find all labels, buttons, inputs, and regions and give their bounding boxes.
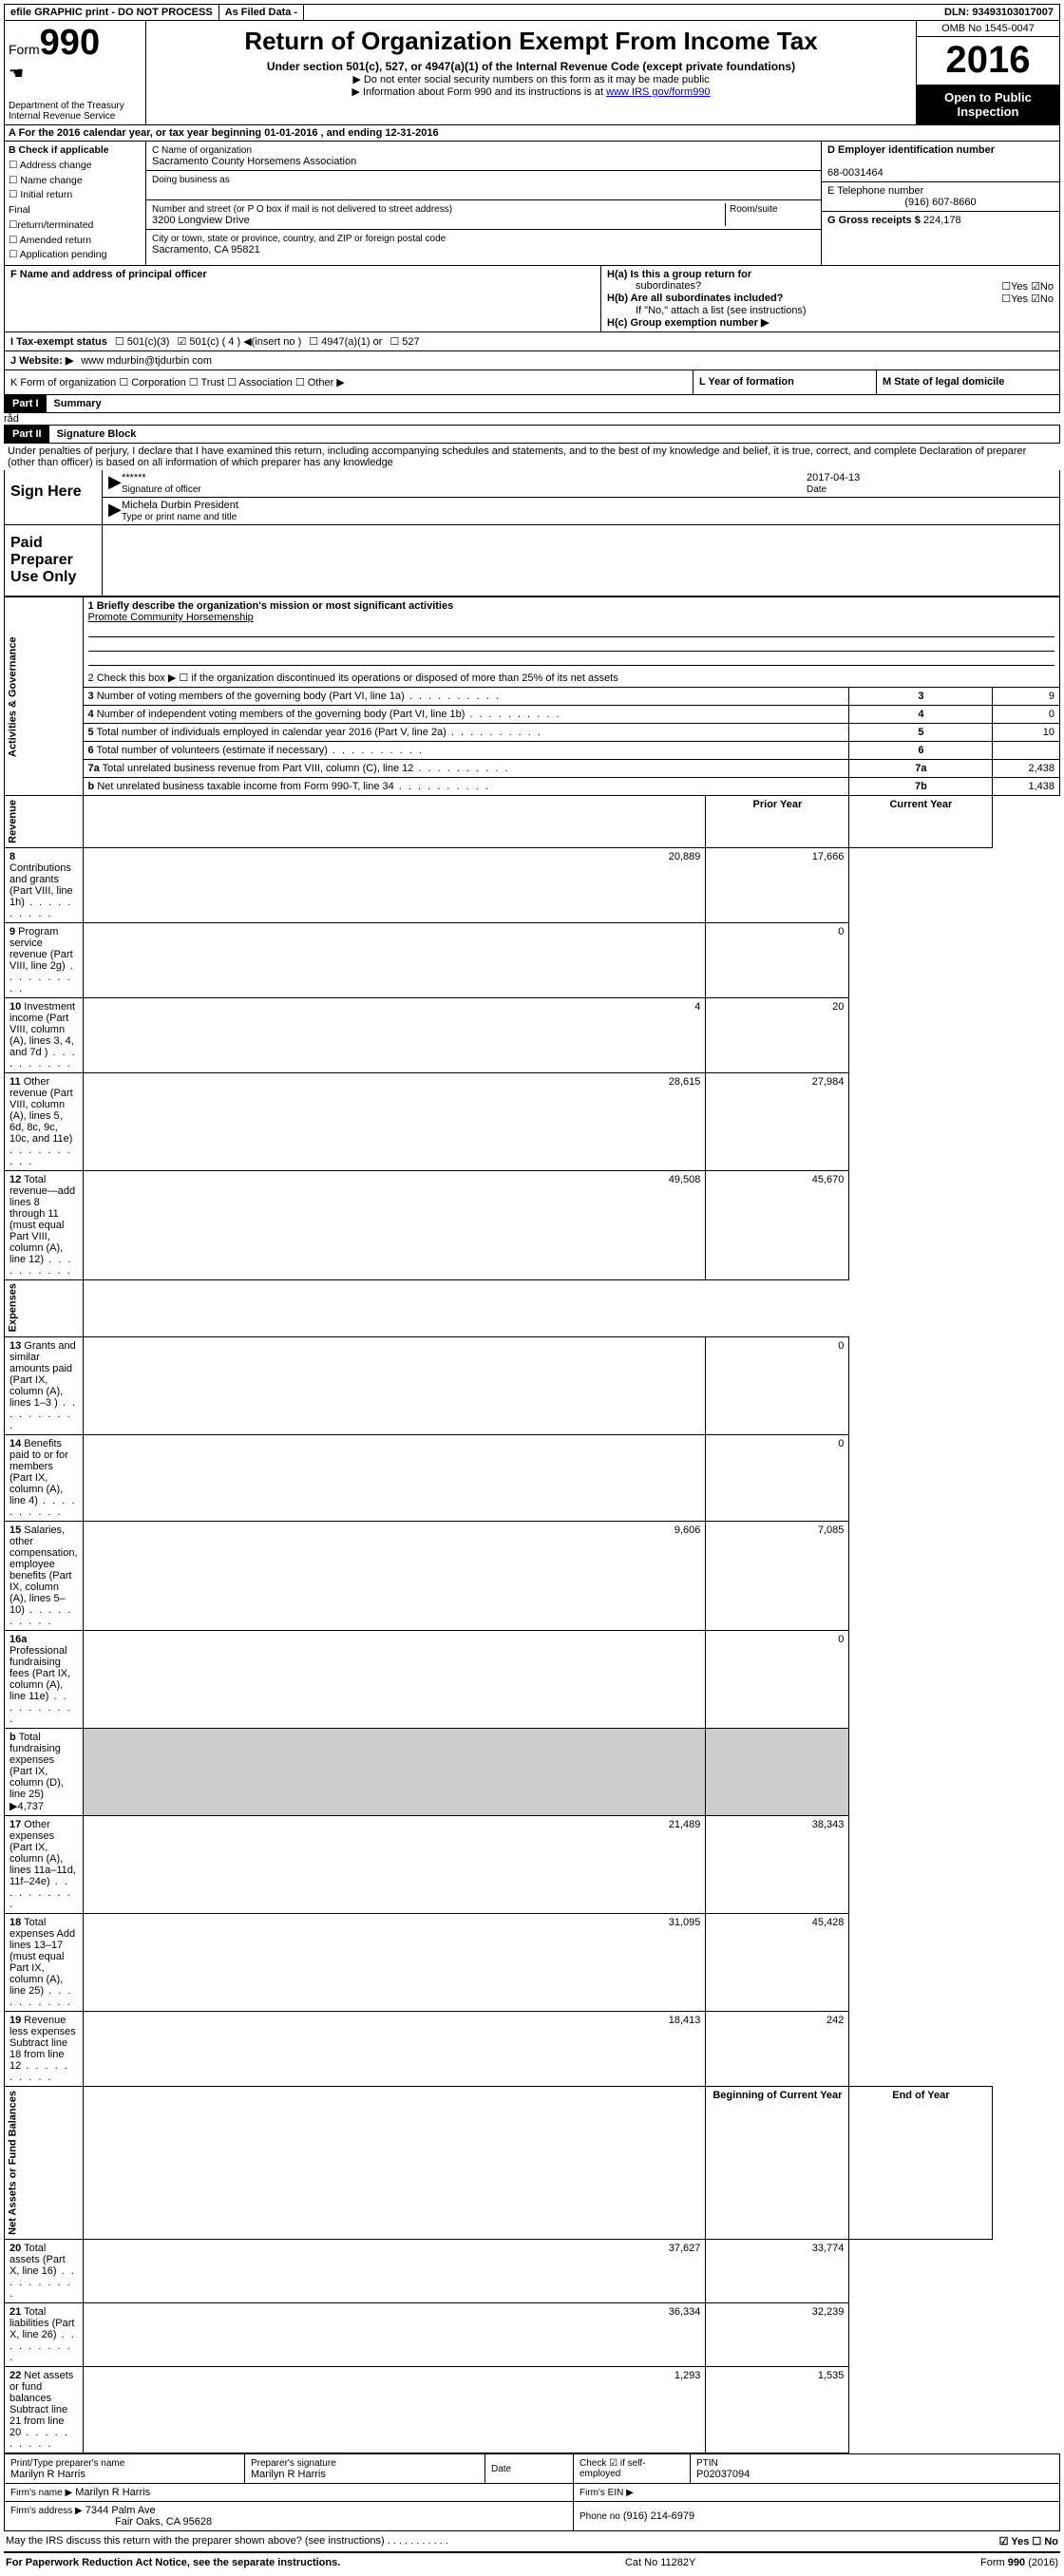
firm-phone: (916) 214-6979 [623, 2510, 694, 2522]
vlabel-revenue: Revenue [5, 796, 84, 848]
expense-row: b Total fundraising expenses (Part IX, c… [5, 1729, 1060, 1816]
chk-initial[interactable]: ☐ Initial return [9, 189, 72, 200]
page-footer: For Paperwork Reduction Act Notice, see … [4, 2553, 1060, 2572]
summary-row: 6 Total number of volunteers (estimate i… [5, 742, 1060, 760]
chk-501c3[interactable]: ☐ 501(c)(3) [115, 335, 170, 348]
row-fh: F Name and address of principal officer … [4, 266, 1060, 332]
irs: Internal Revenue Service [9, 111, 142, 122]
top-bar: efile GRAPHIC print - DO NOT PROCESS As … [4, 4, 1060, 21]
chk-final[interactable]: ☐return/terminated [9, 219, 93, 231]
expense-row: 19 Revenue less expenses Subtract line 1… [5, 2012, 1060, 2087]
netassets-row: 21 Total liabilities (Part X, line 26)36… [5, 2303, 1060, 2367]
signature-block: Sign Here ▶ ****** Signature of officer … [4, 470, 1060, 525]
mission: Promote Community Horsemenship [88, 612, 254, 623]
inspection-notice: Open to PublicInspection [917, 85, 1059, 124]
telephone: (916) 607-8660 [827, 197, 1054, 208]
chk-527[interactable]: ☐ 527 [390, 335, 419, 348]
discuss-answer[interactable]: ☑ Yes ☐ No [999, 2535, 1058, 2548]
instructions-note: ▶ Information about Form 990 and its ins… [154, 85, 908, 98]
section-deg: D Employer identification number 68-0031… [821, 142, 1059, 265]
section-bcdeg: B Check if applicable ☐ Address change ☐… [4, 142, 1060, 266]
form-number: Form990 [9, 23, 142, 64]
section-c: C Name of organization Sacramento County… [146, 142, 821, 265]
row-i: I Tax-exempt status ☐ 501(c)(3) ☑ 501(c)… [4, 332, 1060, 351]
row-a-period: A For the 2016 calendar year, or tax yea… [4, 125, 1060, 142]
chk-501c[interactable]: ☑ 501(c) ( 4 ) ◀(insert no ) [177, 335, 301, 348]
chk-name[interactable]: ☐ Name change [9, 175, 83, 186]
netassets-row: 22 Net assets or fund balances Subtract … [5, 2367, 1060, 2453]
form-subtitle: Under section 501(c), 527, or 4947(a)(1)… [154, 60, 908, 73]
website: www mdurbin@tjdurbin com [81, 355, 212, 367]
form-of-org[interactable]: K Form of organization ☐ Corporation ☐ T… [5, 370, 694, 394]
revenue-row: 9 Program service revenue (Part VIII, li… [5, 922, 1060, 997]
netassets-row: 20 Total assets (Part X, line 16)37,6273… [5, 2240, 1060, 2303]
row-klm: K Form of organization ☐ Corporation ☐ T… [4, 370, 1060, 395]
street-address: 3200 Longview Drive [152, 215, 250, 226]
form-title: Return of Organization Exempt From Incom… [154, 27, 908, 56]
part1-header: Part I Summary [4, 395, 1060, 413]
summary-row: b Net unrelated business taxable income … [5, 778, 1060, 796]
efile-notice: efile GRAPHIC print - DO NOT PROCESS [5, 5, 219, 20]
expense-row: 16a Professional fundraising fees (Part … [5, 1631, 1060, 1729]
revenue-row: 10 Investment income (Part VIII, column … [5, 997, 1060, 1072]
revenue-row: 11 Other revenue (Part VIII, column (A),… [5, 1072, 1060, 1170]
header-right: OMB No 1545-0047 2016 Open to PublicInsp… [916, 21, 1059, 124]
form-header: Form990 ☚ Department of the Treasury Int… [4, 21, 1060, 125]
section-b-checks: B Check if applicable ☐ Address change ☐… [5, 142, 146, 265]
ha-answer[interactable]: ☐Yes ☑No [1001, 280, 1054, 293]
header-left: Form990 ☚ Department of the Treasury Int… [5, 21, 146, 124]
preparer-name: Marilyn R Harris [10, 2469, 86, 2480]
perjury-statement: Under penalties of perjury, I declare th… [4, 444, 1060, 470]
chk-4947[interactable]: ☐ 4947(a)(1) or [309, 335, 382, 348]
dept-treasury: Department of the Treasury [9, 101, 142, 111]
sign-here-label: Sign Here [5, 470, 103, 524]
dln: DLN: 93493103017007 [939, 5, 1059, 20]
summary-table: Activities & Governance 1 Briefly descri… [4, 597, 1060, 2453]
sig-date: 2017-04-13 [807, 472, 860, 483]
expense-row: 18 Total expenses Add lines 13–17 (must … [5, 1914, 1060, 2012]
expense-row: 15 Salaries, other compensation, employe… [5, 1522, 1060, 1631]
vlabel-expenses: Expenses [5, 1279, 84, 1336]
revenue-row: 12 Total revenue—add lines 8 through 11 … [5, 1170, 1060, 1279]
expense-row: 17 Other expenses (Part IX, column (A), … [5, 1816, 1060, 1914]
vlabel-netassets: Net Assets or Fund Balances [5, 2087, 84, 2240]
discuss-row: May the IRS discuss this return with the… [4, 2531, 1060, 2553]
summary-row: 5 Total number of individuals employed i… [5, 724, 1060, 742]
hb-answer[interactable]: ☐Yes ☑No [1001, 293, 1054, 305]
chk-amended[interactable]: ☐ Amended return [9, 235, 91, 246]
ptin: P02037094 [696, 2469, 750, 2480]
paid-preparer-label: Paid Preparer Use Only [5, 525, 103, 596]
tax-year: 2016 [917, 37, 1059, 85]
expense-row: 13 Grants and similar amounts paid (Part… [5, 1337, 1060, 1435]
irs-link[interactable]: www IRS gov/form990 [606, 86, 710, 98]
preparer-block: Paid Preparer Use Only [4, 525, 1060, 597]
summary-row: 3 Number of voting members of the govern… [5, 688, 1060, 706]
firm-name: Marilyn R Harris [75, 2487, 150, 2498]
header-mid: Return of Organization Exempt From Incom… [146, 21, 916, 124]
row-j: J Website: ▶ www mdurbin@tjdurbin com [4, 351, 1060, 370]
gross-receipts: 224,178 [923, 215, 961, 226]
firm-address: 7344 Palm Ave [86, 2505, 156, 2516]
summary-row: 4 Number of independent voting members o… [5, 706, 1060, 724]
as-filed: As Filed Data - [219, 5, 304, 20]
ssn-note: ▶ Do not enter social security numbers o… [154, 73, 908, 85]
omb-number: OMB No 1545-0047 [917, 21, 1059, 37]
chk-address[interactable]: ☐ Address change [9, 160, 92, 171]
expense-row: 14 Benefits paid to or for members (Part… [5, 1435, 1060, 1522]
org-name: Sacramento County Horsemens Association [152, 156, 356, 167]
chk-pending[interactable]: ☐ Application pending [9, 249, 106, 260]
part2-header: Part II Signature Block [4, 425, 1060, 444]
revenue-row: 8 Contributions and grants (Part VIII, l… [5, 847, 1060, 922]
ein: 68-0031464 [827, 167, 884, 179]
summary-row: 7a Total unrelated business revenue from… [5, 760, 1060, 778]
city-state-zip: Sacramento, CA 95821 [152, 244, 260, 256]
self-employed-check[interactable]: Check ☑ if self-employed [574, 2454, 691, 2484]
vlabel-ag: Activities & Governance [5, 597, 84, 796]
officer-name: Michela Durbin President [122, 500, 238, 511]
